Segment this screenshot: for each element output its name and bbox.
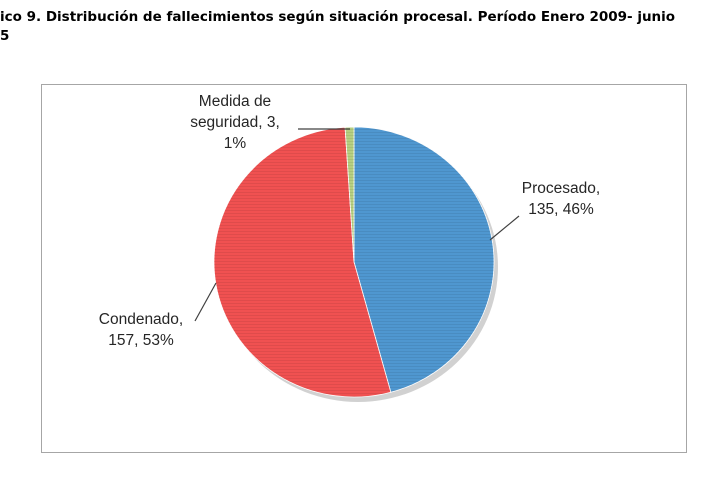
pie-slice-texture-medida-de-seguridad xyxy=(345,127,354,262)
data-label-medida-de-seguridad: Medida de seguridad, 3, 1% xyxy=(190,93,280,152)
chart-title: ico 9. Distribución de fallecimientos se… xyxy=(0,9,676,25)
leader-line-procesado xyxy=(489,215,520,241)
chart-title-line2: 5 xyxy=(0,28,10,44)
pie-slice-texture-procesado xyxy=(354,127,494,393)
data-label-procesado: Procesado, 135, 46% xyxy=(522,180,600,218)
leader-line-condenado xyxy=(194,282,217,322)
pie-slice-texture-condenado xyxy=(213,127,391,397)
data-label-condenado: Condenado, 157, 53% xyxy=(99,311,183,349)
